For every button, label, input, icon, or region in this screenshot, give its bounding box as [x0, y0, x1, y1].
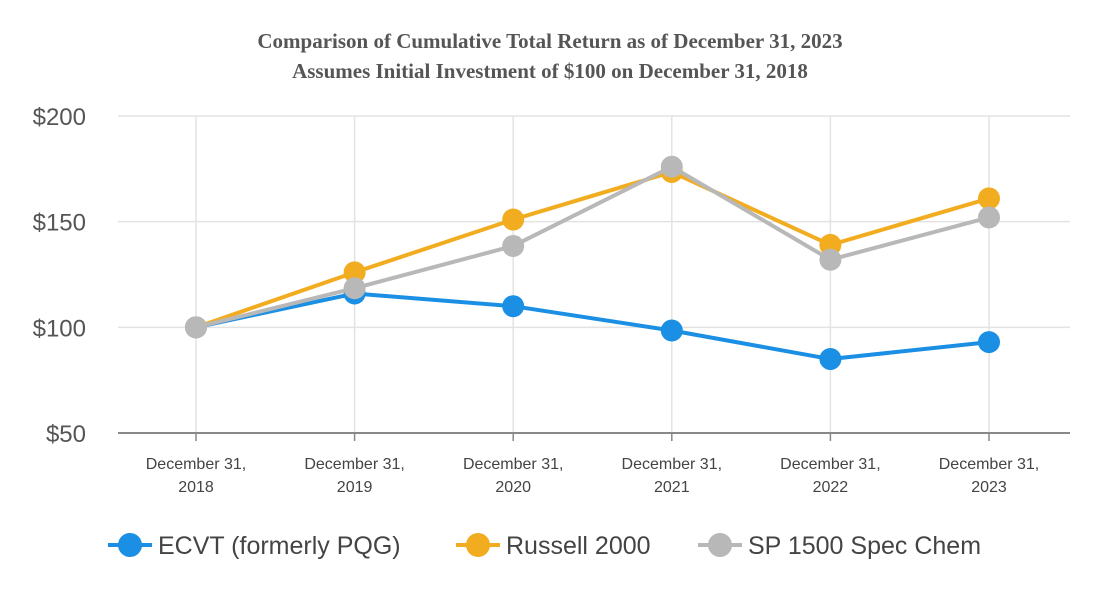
- x-tick-label: 2023: [971, 479, 1007, 496]
- x-tick-label: 2021: [654, 479, 690, 496]
- legend-swatch-marker: [708, 533, 732, 557]
- series-line-2: [195, 170, 990, 330]
- series-1-point: [978, 331, 1000, 354]
- legend-label: SP 1500 Spec Chem: [748, 532, 981, 560]
- series-1-point: [502, 295, 525, 318]
- series-3-point: [660, 155, 683, 178]
- series-line-3: [195, 164, 990, 330]
- series-3-point: [185, 316, 207, 339]
- series-3-point: [502, 234, 525, 257]
- x-tick-label: December 31,: [304, 456, 405, 473]
- legend-swatch-marker: [118, 533, 142, 557]
- series-2-point: [502, 208, 525, 231]
- series-3-point: [819, 248, 842, 271]
- chart-subtitle: Assumes Initial Investment of $100 on De…: [292, 59, 808, 83]
- x-tick-label: December 31,: [146, 456, 247, 473]
- x-tick-label: December 31,: [622, 456, 723, 473]
- chart-title: Comparison of Cumulative Total Return as…: [257, 29, 843, 53]
- series-line-1: [195, 291, 990, 362]
- x-tick-label: December 31,: [780, 456, 881, 473]
- x-tick-label: 2018: [178, 479, 214, 496]
- series-2-point: [343, 261, 366, 284]
- x-tick-label: 2022: [813, 479, 849, 496]
- series-1-point: [660, 319, 683, 342]
- chart-title-block: Comparison of Cumulative Total Return as…: [0, 26, 1100, 86]
- x-tick-label: December 31,: [939, 456, 1040, 473]
- series-3-point: [978, 206, 1000, 229]
- legend-label: Russell 2000: [506, 532, 651, 560]
- x-tick-label: December 31,: [463, 456, 564, 473]
- x-tick-label: 2020: [495, 479, 531, 496]
- series-1-point: [819, 348, 842, 371]
- y-tick-label: $100: [33, 315, 86, 342]
- series-3-point: [343, 277, 366, 300]
- y-tick-label: $50: [46, 421, 86, 448]
- series-2-point: [978, 187, 1000, 210]
- y-tick-label: $200: [33, 104, 86, 131]
- legend-swatch-marker: [466, 533, 490, 557]
- legend-label: ECVT (formerly PQG): [158, 532, 401, 560]
- x-tick-label: 2019: [337, 479, 373, 496]
- y-tick-label: $150: [33, 210, 86, 237]
